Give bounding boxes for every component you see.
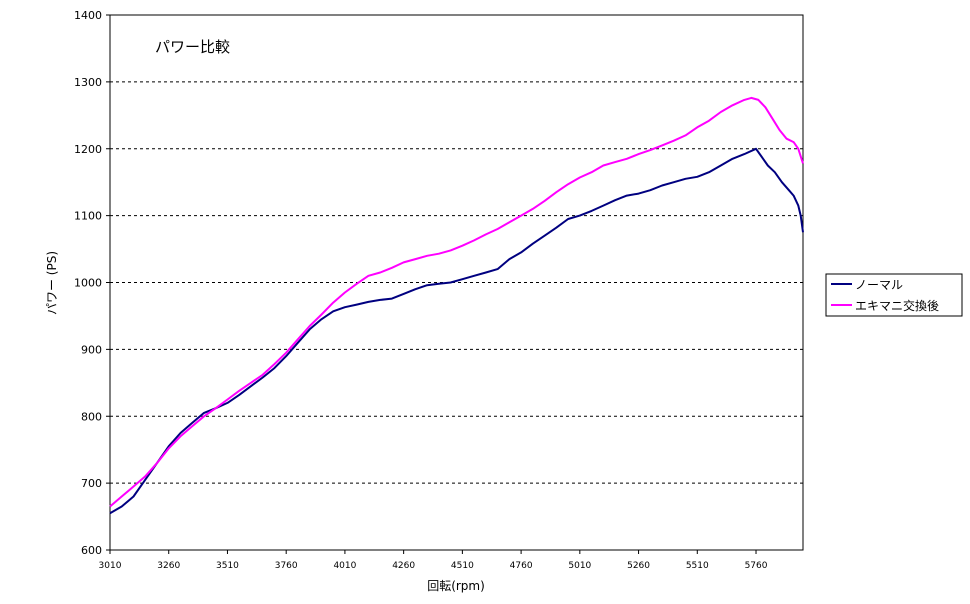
legend-label-exhaust-manifold: エキマニ交換後	[855, 298, 939, 313]
x-tick-label: 4510	[451, 561, 474, 571]
y-tick-label: 700	[81, 477, 102, 490]
series-lines	[109, 96, 804, 515]
x-tick-label: 4260	[392, 561, 415, 571]
x-axis-ticks: 3010 3260 3510 3760 4010 4260 4510 4760 5010 5260…	[99, 550, 768, 571]
x-tick-label: 4760	[510, 561, 533, 571]
x-axis-title: 回転(rpm)	[427, 579, 485, 593]
y-axis-ticks: 600 700 800 900 1000 1100 1200 1300 1400	[74, 9, 110, 557]
series-line-exhaust-manifold	[109, 96, 804, 508]
chart-title: パワー比較	[155, 38, 230, 56]
legend-box	[825, 273, 963, 317]
y-tick-label: 1000	[74, 277, 102, 290]
x-tick-label: 4010	[333, 561, 356, 571]
x-tick-label: 3760	[275, 561, 298, 571]
y-tick-label: 1100	[74, 210, 102, 223]
legend: ノーマル エキマニ交換後	[825, 273, 963, 317]
x-tick-label: 3260	[157, 561, 180, 571]
series-line-normal	[109, 147, 804, 515]
x-tick-label: 3010	[99, 561, 122, 571]
y-tick-label: 1400	[74, 9, 102, 22]
y-tick-label: 900	[81, 343, 102, 356]
y-tick-label: 1300	[74, 76, 102, 89]
y-tick-label: 800	[81, 410, 102, 423]
y-axis-title: パワー (PS)	[45, 251, 59, 315]
x-tick-label: 5760	[745, 561, 768, 571]
x-tick-label: 5010	[568, 561, 591, 571]
x-tick-label: 3510	[216, 561, 239, 571]
legend-label-normal: ノーマル	[855, 278, 903, 292]
y-tick-label: 1200	[74, 143, 102, 156]
y-tick-label: 600	[81, 544, 102, 557]
gridlines	[110, 81, 803, 484]
x-tick-label: 5260	[627, 561, 650, 571]
x-tick-label: 5510	[686, 561, 709, 571]
